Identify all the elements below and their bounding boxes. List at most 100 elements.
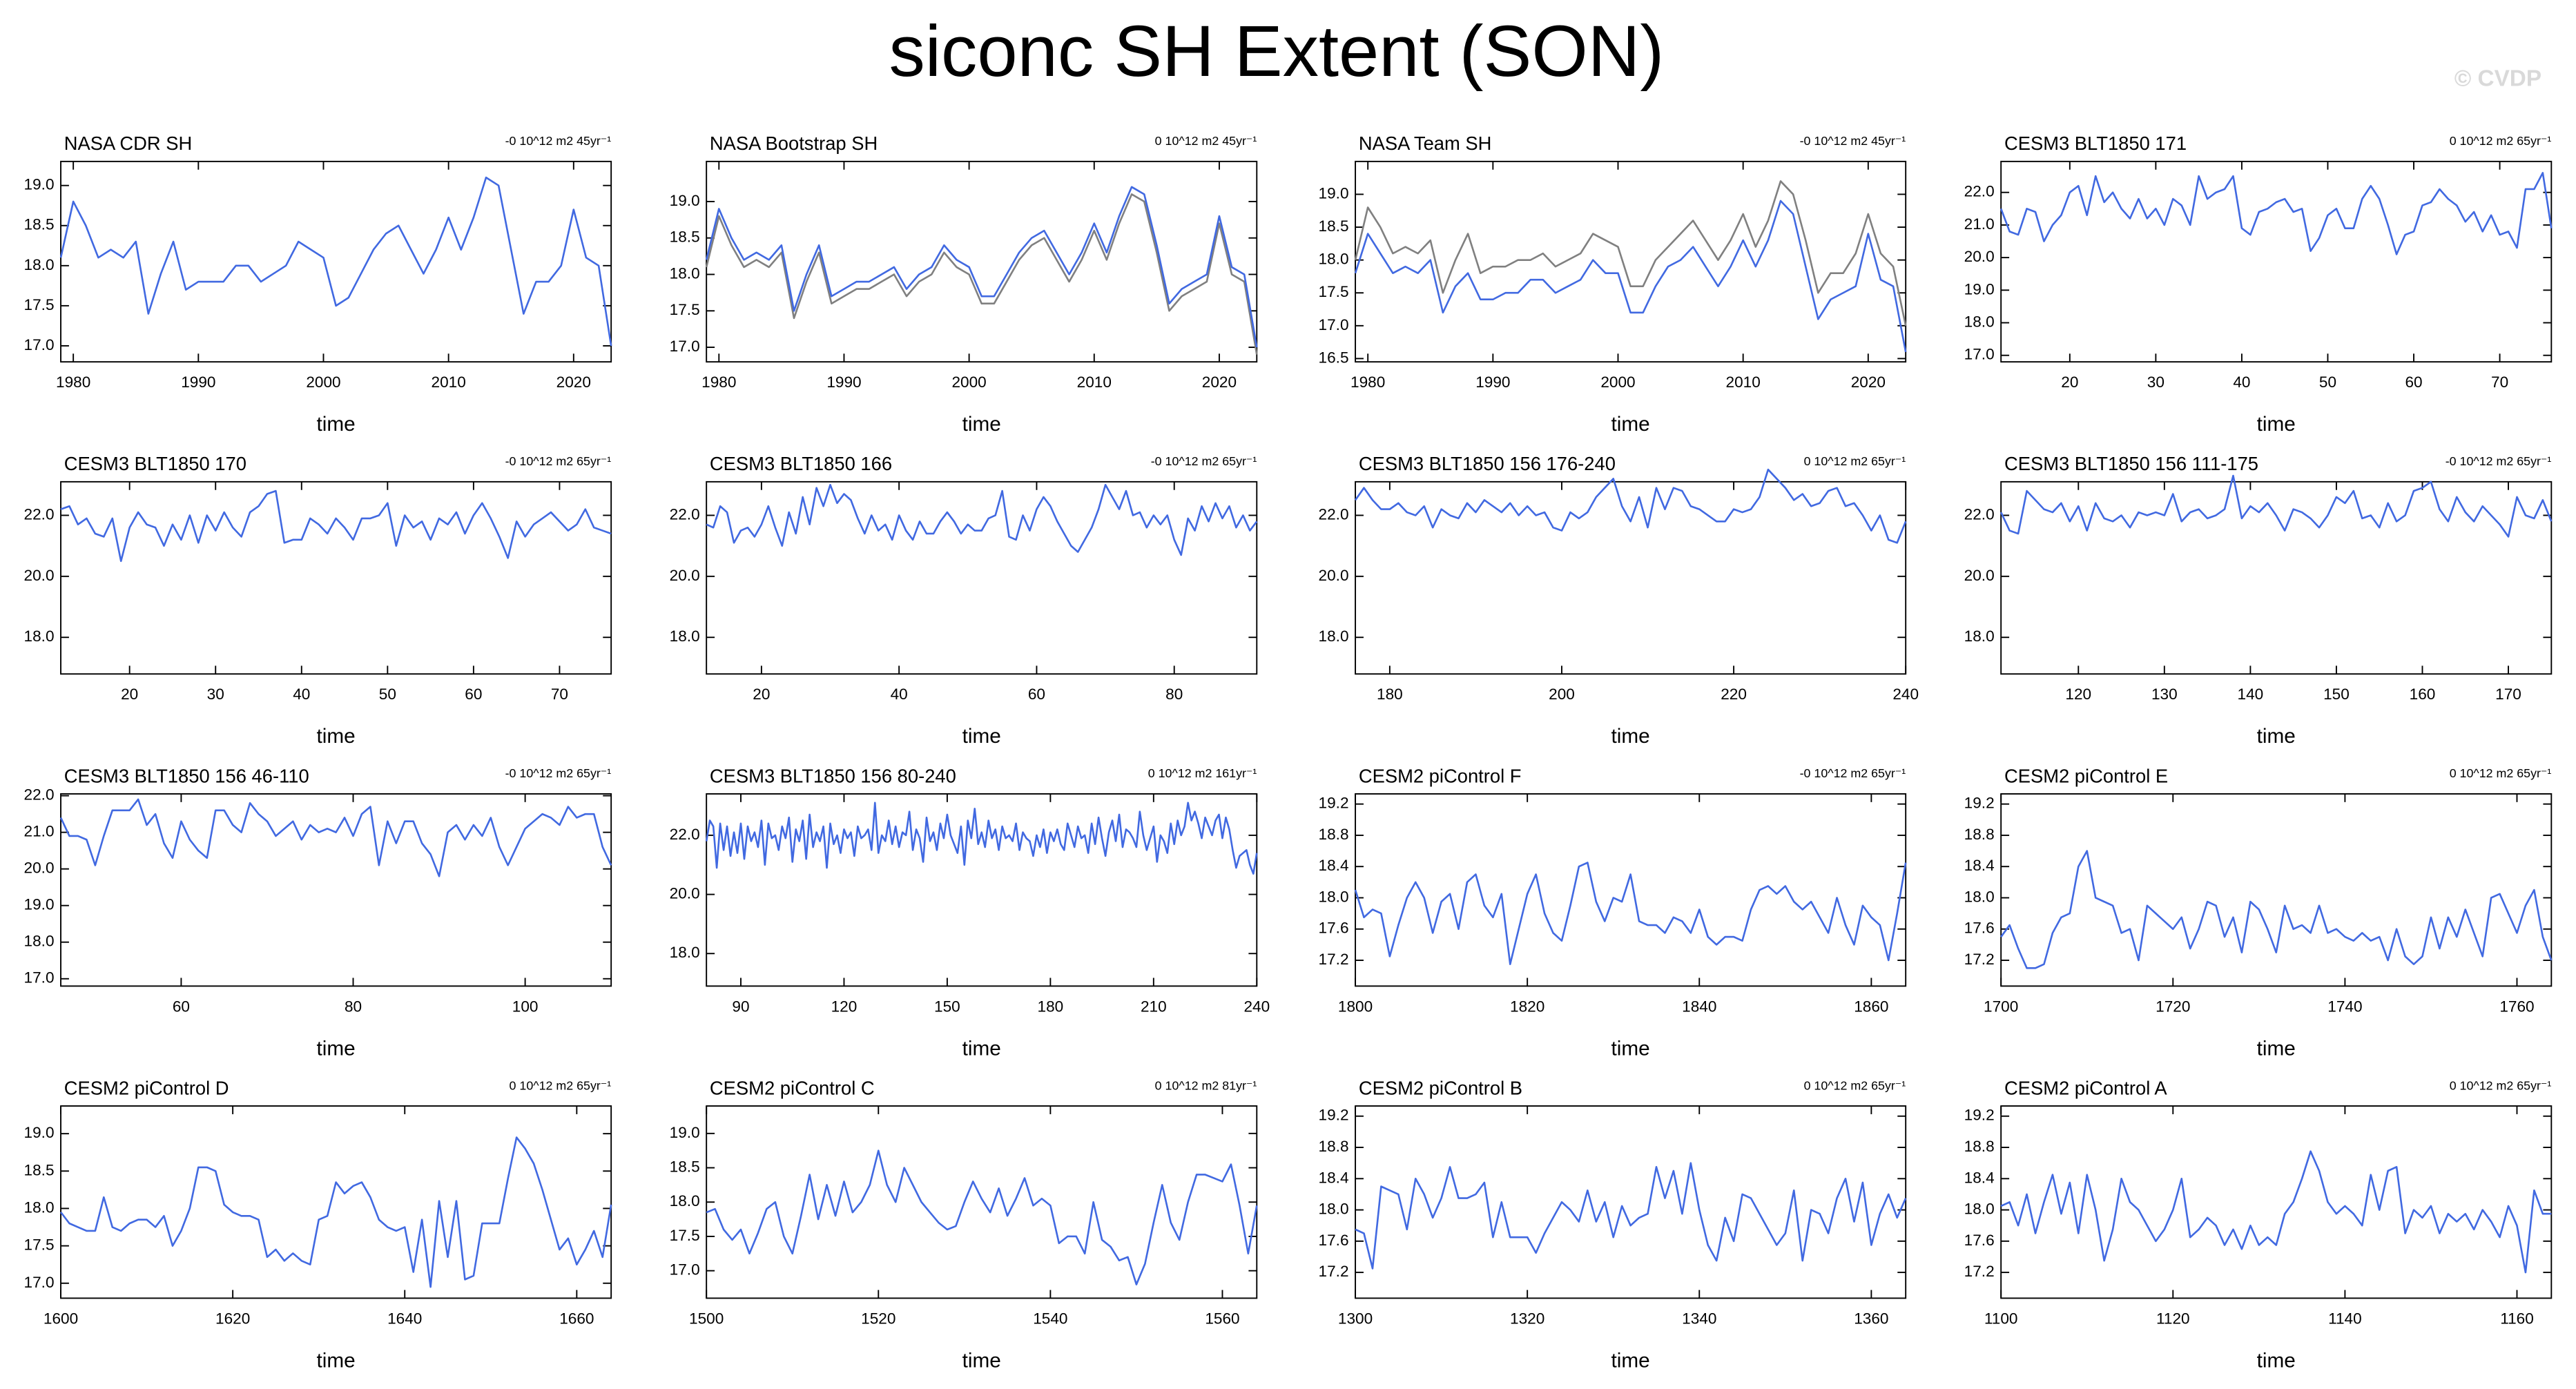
panel-title: NASA Team SH (1359, 133, 1492, 154)
y-tick-label: 18.8 (1319, 826, 1349, 843)
trend-annotation: -0 10^12 m2 65yr⁻¹ (505, 454, 612, 468)
x-axis-label: time (2257, 1349, 2296, 1372)
x-tick-label: 1980 (701, 373, 736, 391)
y-tick-label: 18.0 (24, 1198, 55, 1216)
trend-annotation: 0 10^12 m2 65yr⁻¹ (2450, 134, 2552, 148)
x-tick-label: 2020 (556, 373, 591, 391)
panel: 16.5 17.0 17.5 18.0 18.5 19.0 1980 1990 2000 2010… (1319, 133, 1907, 436)
x-axis-label: time (962, 413, 1001, 436)
y-tick-label: 18.8 (1964, 1138, 1995, 1155)
x-tick-label: 1660 (559, 1310, 594, 1327)
y-tick-label: 17.5 (670, 1227, 700, 1244)
y-tick-label: 20.0 (24, 567, 55, 584)
trend-annotation: -0 10^12 m2 65yr⁻¹ (505, 766, 612, 780)
series-line (705, 802, 1258, 875)
y-tick-label: 20.0 (670, 885, 700, 902)
panel: 17.0 17.5 18.0 18.5 19.0 1600 1620 1640 1660 CESM… (24, 1077, 612, 1372)
trend-annotation: 0 10^12 m2 65yr⁻¹ (2450, 766, 2552, 780)
series-line (706, 1149, 1258, 1285)
y-tick-label: 17.0 (670, 1261, 700, 1279)
y-tick-label: 18.0 (670, 1192, 700, 1210)
x-tick-label: 60 (173, 998, 190, 1015)
panel: 18.0 20.0 22.0 90 120 150 180 210 240 CESM3 BLT18… (670, 765, 1270, 1060)
x-axis-label: time (1611, 413, 1650, 436)
x-axis-label: time (317, 413, 356, 436)
figure-title: siconc SH Extent (SON) (889, 11, 1664, 92)
x-tick-label: 1840 (1682, 998, 1716, 1015)
y-tick-label: 19.0 (24, 176, 55, 193)
x-tick-label: 180 (1377, 686, 1403, 703)
x-tick-label: 120 (831, 998, 858, 1015)
y-tick-label: 18.0 (1319, 628, 1349, 645)
plot-frame (60, 480, 612, 675)
x-tick-label: 50 (2319, 373, 2336, 391)
plot-frame (706, 480, 1258, 675)
trend-annotation: -0 10^12 m2 45yr⁻¹ (1800, 134, 1906, 148)
trend-annotation: -0 10^12 m2 65yr⁻¹ (2446, 454, 2552, 468)
series-line (705, 193, 1258, 355)
x-tick-label: 30 (2147, 373, 2165, 391)
plot-frame (1355, 1105, 1907, 1299)
y-tick-label: 17.0 (24, 336, 55, 353)
x-tick-label: 1820 (1510, 998, 1544, 1015)
y-tick-label: 17.6 (1964, 1232, 1995, 1249)
x-tick-label: 1980 (1350, 373, 1385, 391)
y-tick-label: 21.0 (24, 823, 55, 840)
x-tick-label: 1560 (1205, 1310, 1239, 1327)
x-tick-label: 150 (2323, 686, 2350, 703)
x-tick-label: 1120 (2156, 1310, 2190, 1327)
y-tick-label: 18.0 (24, 628, 55, 645)
x-tick-label: 1760 (2499, 998, 2534, 1015)
trend-annotation: 0 10^12 m2 65yr⁻¹ (2450, 1078, 2552, 1092)
y-tick-label: 19.0 (670, 192, 700, 209)
x-tick-label: 220 (1721, 686, 1747, 703)
panel: 18.0 20.0 22.0 120 130 140 150 160 170 CESM3 BLT1… (1964, 453, 2553, 748)
x-tick-label: 1600 (43, 1310, 78, 1327)
x-tick-label: 130 (2151, 686, 2178, 703)
panel: 17.2 17.6 18.0 18.4 18.8 19.2 1700 1720 1740 1760… (1964, 765, 2553, 1060)
x-tick-label: 60 (1028, 686, 1045, 703)
y-tick-label: 16.5 (1319, 349, 1349, 366)
y-tick-label: 17.6 (1319, 920, 1349, 937)
x-tick-label: 70 (551, 686, 568, 703)
y-tick-label: 22.0 (1964, 505, 1995, 523)
x-axis-label: time (317, 725, 356, 748)
x-tick-label: 1140 (2328, 1310, 2362, 1327)
y-tick-label: 19.0 (24, 896, 55, 913)
x-tick-label: 100 (512, 998, 539, 1015)
y-tick-label: 18.0 (1319, 251, 1349, 268)
y-tick-label: 17.0 (670, 338, 700, 355)
y-tick-label: 20.0 (1319, 567, 1349, 584)
x-tick-label: 40 (293, 686, 310, 703)
trend-annotation: 0 10^12 m2 65yr⁻¹ (1804, 1078, 1906, 1092)
y-tick-label: 18.8 (1964, 826, 1995, 843)
y-tick-label: 18.4 (1319, 1169, 1349, 1186)
y-tick-label: 18.5 (670, 229, 700, 246)
series-line (706, 483, 1258, 556)
y-tick-label: 18.0 (1964, 888, 1995, 905)
y-tick-label: 18.4 (1319, 857, 1349, 874)
series-line (705, 186, 1258, 348)
x-tick-label: 2020 (1851, 373, 1886, 391)
panel-title: NASA CDR SH (64, 133, 192, 154)
series-line (59, 798, 612, 877)
y-tick-label: 19.0 (1964, 280, 1995, 298)
series-line (2000, 1150, 2552, 1274)
series-line (1354, 862, 1907, 965)
y-tick-label: 17.2 (1319, 1263, 1349, 1280)
x-tick-label: 1500 (689, 1310, 724, 1327)
y-tick-label: 18.0 (1964, 628, 1995, 645)
panel-title: CESM3 BLT1850 171 (2004, 133, 2187, 154)
y-tick-label: 22.0 (1964, 183, 1995, 200)
plot-frame (2000, 793, 2553, 987)
x-axis-label: time (2257, 413, 2296, 436)
panel-title: CESM2 piControl F (1359, 765, 1522, 786)
y-tick-label: 19.0 (670, 1124, 700, 1141)
panel-title: CESM2 piControl C (710, 1077, 875, 1098)
plot-frame (60, 793, 612, 987)
trend-annotation: 0 10^12 m2 81yr⁻¹ (1155, 1078, 1257, 1092)
x-tick-label: 2000 (1600, 373, 1635, 391)
y-tick-label: 22.0 (24, 505, 55, 523)
x-tick-label: 40 (891, 686, 908, 703)
